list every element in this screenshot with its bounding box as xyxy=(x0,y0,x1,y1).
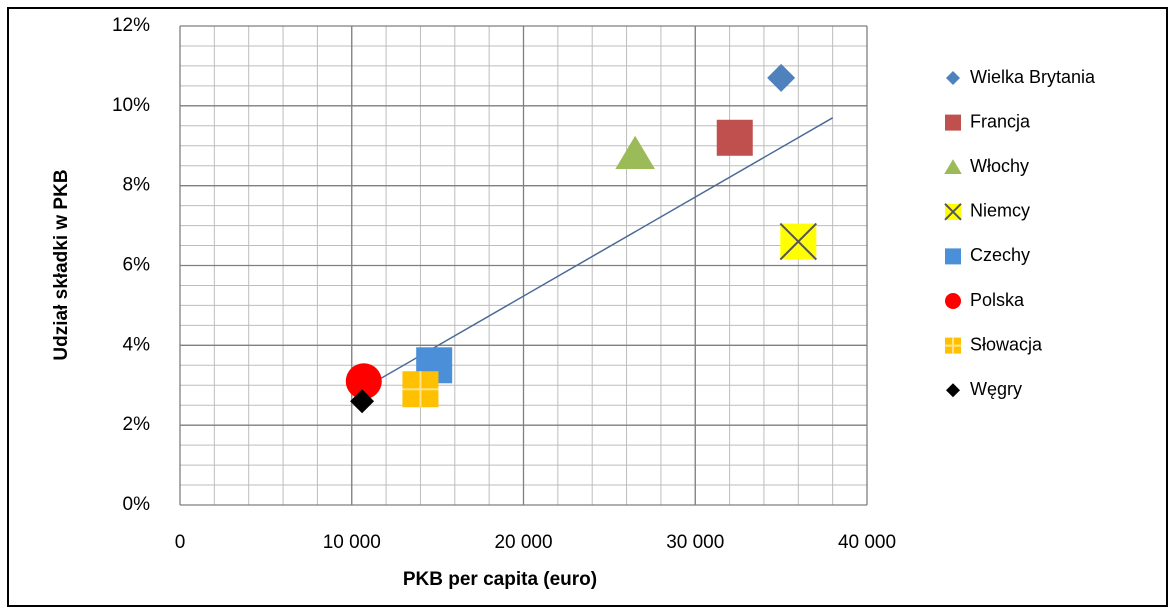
marker-shape xyxy=(779,222,818,261)
y-axis-title: Udział składki w PKB xyxy=(51,169,72,360)
x-axis-title: PKB per capita (euro) xyxy=(403,569,597,590)
legend: Wielka Brytania Francja Włochy Niemcy Czechy… xyxy=(944,67,1096,399)
x-tick-label: 0 xyxy=(175,532,186,553)
marker-shape xyxy=(946,71,960,85)
legend-label: Czechy xyxy=(970,245,1030,265)
x-tick-label: 40 000 xyxy=(838,532,896,553)
marker xyxy=(350,389,375,414)
marker xyxy=(345,363,382,400)
marker-shape xyxy=(615,135,655,170)
marker xyxy=(946,383,960,398)
marker-shape xyxy=(402,371,439,408)
marker xyxy=(945,248,961,265)
legend-label: Polska xyxy=(970,290,1025,310)
marker xyxy=(944,203,962,221)
legend-label: Słowacja xyxy=(970,334,1043,354)
marker-shape xyxy=(946,383,960,398)
y-tick-label: 0% xyxy=(123,494,151,515)
marker-shape xyxy=(716,119,753,156)
y-tick-label: 12% xyxy=(112,15,150,36)
marker-shape xyxy=(945,248,961,265)
marker xyxy=(767,63,796,92)
marker xyxy=(402,371,439,408)
marker xyxy=(945,114,961,131)
marker-shape xyxy=(767,63,796,92)
legend-label: Włochy xyxy=(970,156,1029,176)
marker xyxy=(944,159,962,174)
trendline xyxy=(361,117,834,390)
marker xyxy=(779,222,818,261)
legend-label: Niemcy xyxy=(970,201,1030,221)
marker-shape xyxy=(945,293,961,309)
marker xyxy=(945,337,961,354)
marker-shape xyxy=(944,203,962,221)
legend-label: Francja xyxy=(970,111,1031,131)
y-tick-label: 6% xyxy=(123,255,151,276)
grid: 0 10 000 20 000 30 000 40 000 0% 2% 4% 6% 8% 10% 12… xyxy=(112,15,896,553)
marker-shape xyxy=(945,337,961,354)
marker xyxy=(946,71,960,85)
x-tick-label: 30 000 xyxy=(666,532,724,553)
marker xyxy=(945,293,961,309)
legend-label: Wielka Brytania xyxy=(970,67,1096,87)
marker xyxy=(716,119,753,156)
y-tick-label: 2% xyxy=(123,414,151,435)
marker-shape xyxy=(345,363,382,400)
chart-frame xyxy=(7,7,1168,607)
legend-label: Węgry xyxy=(970,379,1022,399)
y-tick-label: 8% xyxy=(123,175,151,196)
x-tick-label: 20 000 xyxy=(494,532,552,553)
y-tick-label: 10% xyxy=(112,95,150,116)
marker xyxy=(615,135,655,170)
x-tick-label: 10 000 xyxy=(323,532,381,553)
marker-shape xyxy=(945,114,961,131)
y-tick-label: 4% xyxy=(123,334,151,355)
marker-shape xyxy=(350,389,375,414)
marker-shape xyxy=(944,159,962,174)
plot xyxy=(345,63,834,414)
